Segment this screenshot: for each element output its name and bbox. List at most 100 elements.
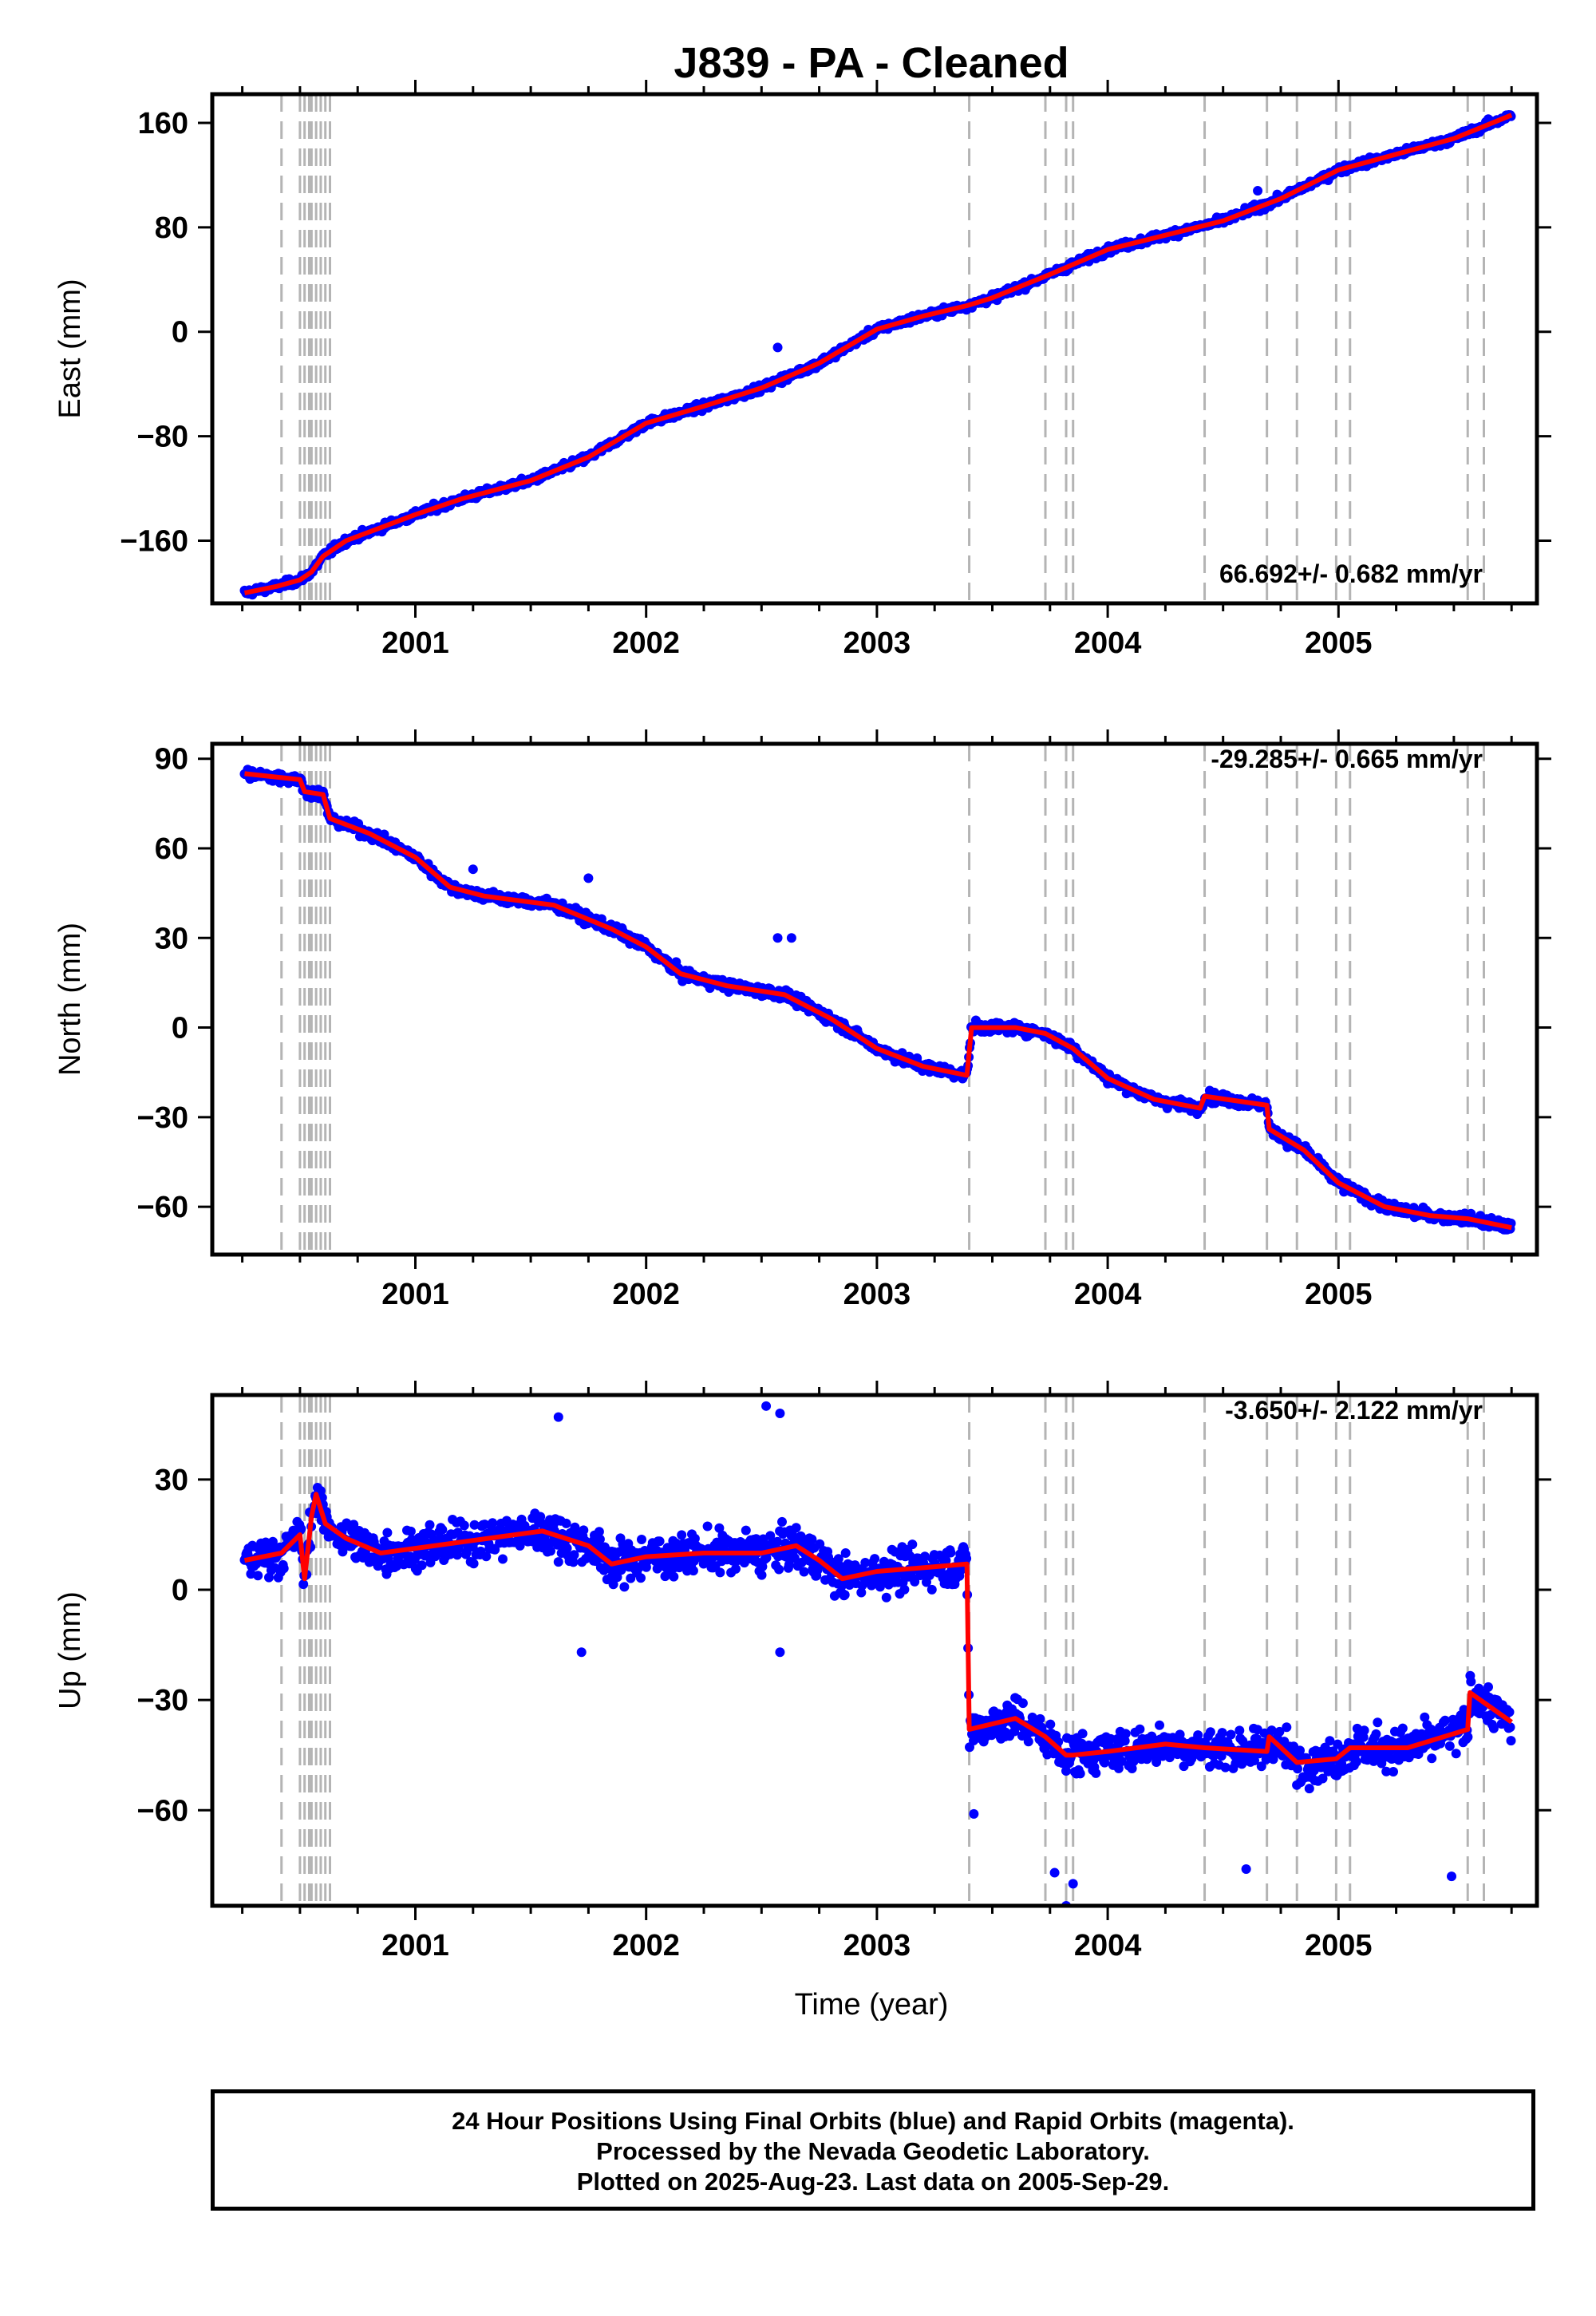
data-point (881, 1592, 891, 1603)
outlier-point (786, 933, 796, 943)
data-point (1293, 1764, 1302, 1774)
outlier-point (468, 864, 478, 875)
y-tick-label: −80 (137, 421, 188, 454)
data-point (774, 1564, 784, 1575)
outlier-point (772, 342, 783, 353)
data-point (757, 1570, 767, 1580)
data-point (417, 1560, 427, 1571)
y-tick-label: −60 (137, 1191, 188, 1224)
data-point (612, 1572, 622, 1583)
data-point (840, 1548, 851, 1558)
data-point (1077, 1729, 1088, 1739)
data-points (239, 765, 1516, 1235)
data-point (1351, 1757, 1361, 1767)
data-point (425, 1520, 435, 1530)
data-point (926, 1584, 937, 1595)
data-point (833, 1554, 843, 1564)
y-tick-label: 30 (155, 922, 188, 955)
data-point (688, 1566, 698, 1576)
data-point (669, 1571, 679, 1582)
data-point (1220, 1762, 1231, 1773)
data-point (1451, 1749, 1461, 1759)
plot-frame (210, 741, 1539, 1257)
data-point (1120, 1729, 1131, 1739)
data-point (1116, 1756, 1127, 1766)
data-point (1009, 1726, 1020, 1737)
y-tick-label: −30 (137, 1101, 188, 1135)
data-point (1359, 1725, 1369, 1736)
y-tick-label: 80 (155, 211, 188, 245)
data-point (1440, 1715, 1450, 1725)
data-point (870, 1554, 880, 1564)
data-points (239, 110, 1516, 600)
data-point (791, 1523, 801, 1533)
data-point (570, 1522, 580, 1532)
data-point (437, 1524, 448, 1535)
data-point (1381, 1766, 1392, 1777)
data-point (799, 1567, 809, 1577)
x-tick-label: 2004 (1074, 626, 1142, 660)
x-tick-label: 2001 (381, 626, 449, 660)
data-point (426, 1529, 437, 1539)
model-line (244, 771, 1512, 1231)
data-point (772, 1536, 783, 1547)
outlier-point (1253, 186, 1263, 196)
outlier-point (772, 933, 783, 943)
data-point (569, 1550, 579, 1560)
data-point (253, 1571, 263, 1581)
x-tick-label: 2001 (381, 1278, 449, 1311)
data-point (1127, 1764, 1137, 1773)
data-point (1317, 1773, 1328, 1784)
data-point (654, 1536, 665, 1547)
data-point (1325, 1736, 1335, 1746)
x-tick-label: 2005 (1305, 626, 1373, 660)
data-point (731, 1563, 741, 1574)
data-point (468, 1559, 479, 1569)
y-axis-label: North (mm) (53, 923, 87, 1076)
data-point (839, 1590, 850, 1600)
y-tick-label: −160 (120, 524, 188, 558)
data-point (1295, 1745, 1305, 1756)
data-point (714, 1523, 725, 1533)
data-point (962, 1553, 972, 1563)
data-point (488, 1518, 498, 1528)
data-point (498, 1554, 508, 1564)
data-point (568, 1557, 579, 1567)
data-point (553, 1557, 563, 1567)
data-point (1427, 1753, 1437, 1764)
data-point (562, 1543, 572, 1553)
data-point (1075, 1769, 1085, 1779)
data-point (296, 1524, 306, 1534)
data-point (1420, 1712, 1430, 1722)
data-point (1373, 1717, 1383, 1728)
data-point (946, 1547, 956, 1558)
data-point (481, 1551, 492, 1562)
model-line (243, 113, 1513, 595)
rate-label: -29.285+/- 0.665 mm/yr (1211, 745, 1483, 773)
data-point (860, 1558, 871, 1567)
data-point (1304, 1784, 1314, 1794)
data-point (1035, 1713, 1045, 1724)
y-tick-label: 0 (172, 316, 188, 350)
data-point (1113, 1763, 1124, 1773)
data-point (459, 1520, 469, 1531)
data-point (715, 1567, 725, 1578)
data-point (546, 1546, 555, 1556)
data-point (907, 1539, 918, 1550)
x-tick-label: 2002 (612, 626, 680, 660)
data-point (1274, 1726, 1285, 1737)
x-tick-label: 2003 (843, 626, 911, 660)
data-point (405, 1526, 416, 1536)
data-point (920, 1551, 930, 1562)
data-point (677, 1530, 687, 1540)
data-point (516, 1535, 526, 1546)
data-point (899, 1584, 910, 1595)
x-tick-label: 2002 (612, 1278, 680, 1311)
data-point (1100, 1757, 1110, 1768)
data-point (288, 1525, 298, 1535)
data-point (1444, 1741, 1455, 1751)
data-point (626, 1573, 636, 1583)
data-point (636, 1573, 646, 1583)
